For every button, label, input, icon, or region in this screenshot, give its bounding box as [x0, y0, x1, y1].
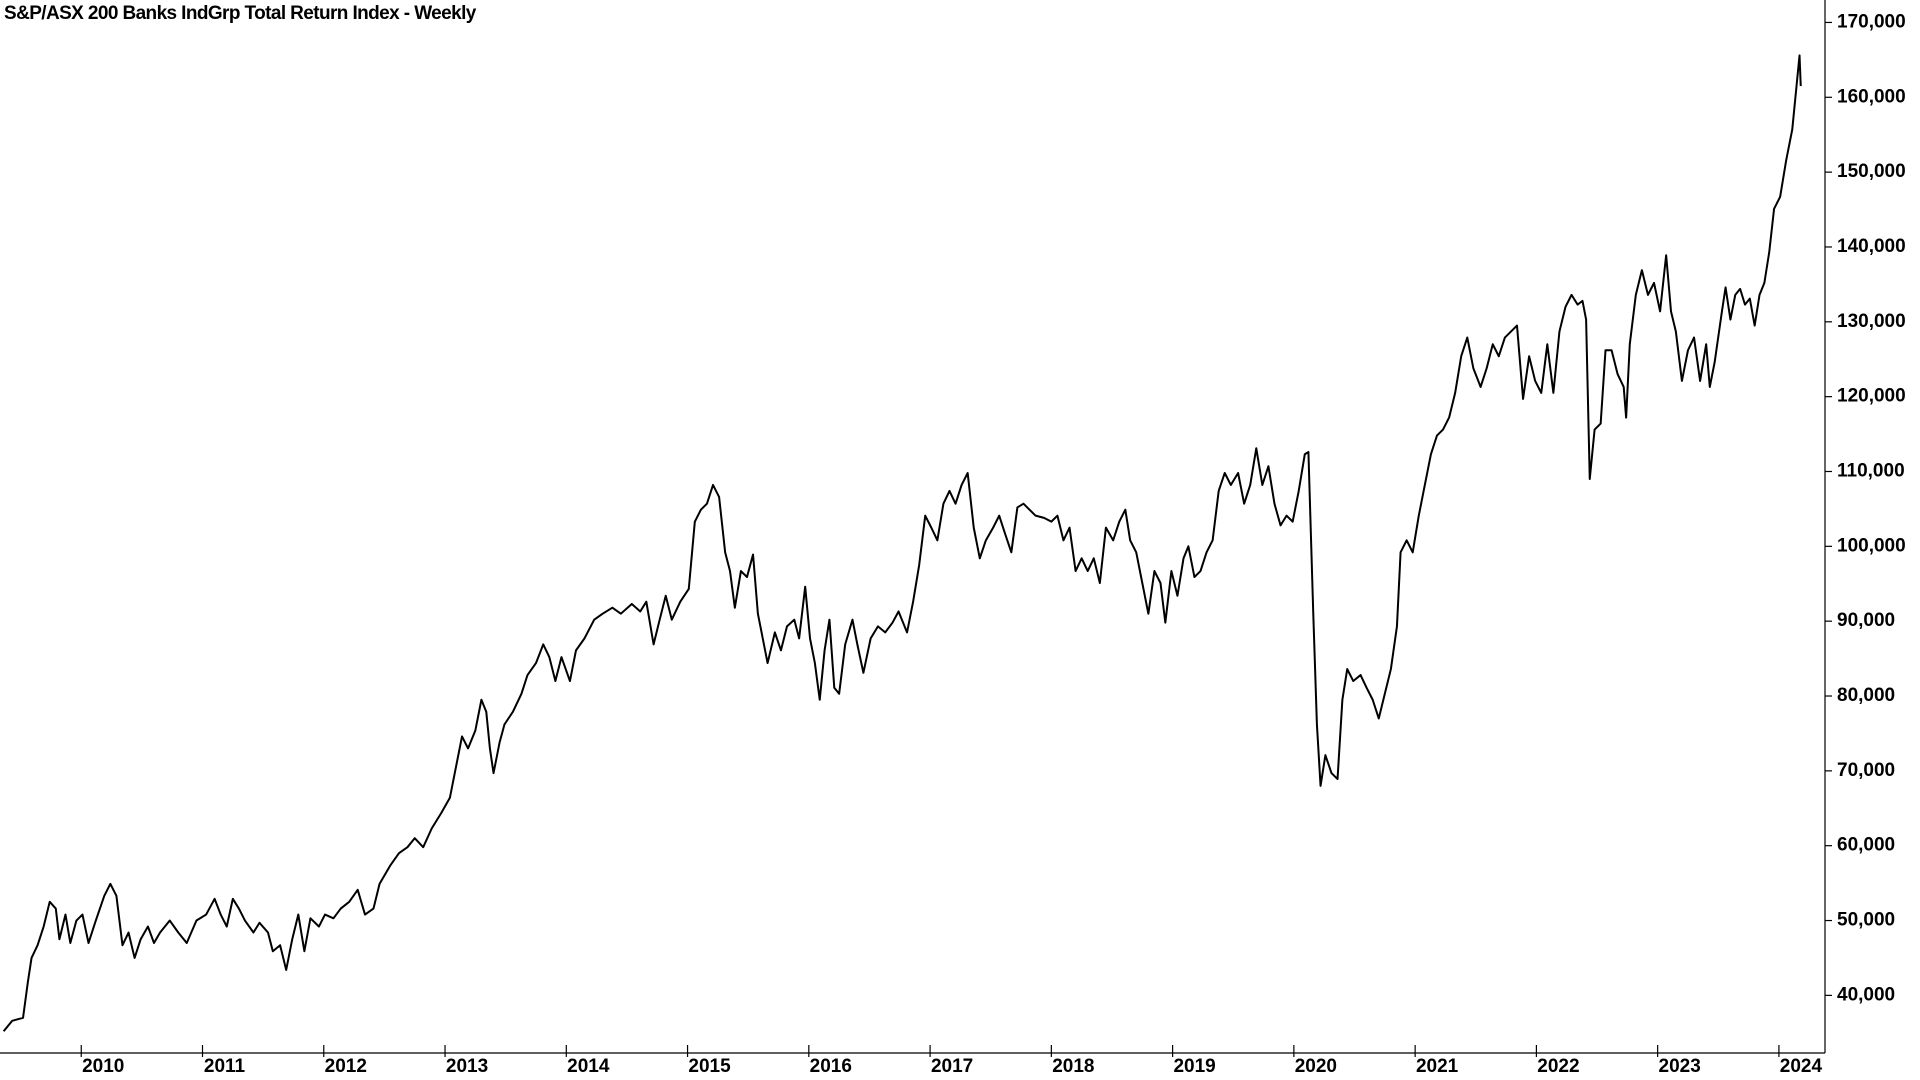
- x-tick-label: 2023: [1659, 1056, 1701, 1077]
- y-tick-label: 150,000: [1837, 161, 1906, 182]
- x-tick-label: 2020: [1295, 1056, 1337, 1077]
- y-tick-label: 80,000: [1837, 685, 1895, 706]
- x-tick-label: 2015: [688, 1056, 731, 1077]
- y-tick-label: 50,000: [1837, 910, 1895, 931]
- y-tick-label: 130,000: [1837, 311, 1906, 332]
- y-tick-label: 110,000: [1837, 461, 1905, 482]
- x-tick-label: 2024: [1780, 1056, 1823, 1077]
- x-tick-label: 2012: [325, 1056, 367, 1077]
- y-tick-label: 170,000: [1837, 11, 1906, 32]
- x-tick-label: 2021: [1416, 1056, 1459, 1077]
- y-tick-label: 40,000: [1837, 984, 1895, 1005]
- y-tick-label: 90,000: [1837, 610, 1895, 631]
- y-tick-label: 100,000: [1837, 535, 1906, 556]
- y-tick-label: 70,000: [1837, 760, 1895, 781]
- x-tick-label: 2014: [567, 1056, 610, 1077]
- x-tick-label: 2022: [1537, 1056, 1579, 1077]
- x-tick-label: 2019: [1173, 1056, 1215, 1077]
- x-tick-label: 2010: [82, 1056, 124, 1077]
- x-tick-label: 2011: [204, 1056, 246, 1077]
- y-tick-label: 160,000: [1837, 86, 1906, 107]
- price-line: [2, 54, 1802, 1032]
- y-tick-label: 140,000: [1837, 236, 1906, 257]
- y-tick-label: 120,000: [1837, 386, 1906, 407]
- x-tick-label: 2013: [446, 1056, 488, 1077]
- x-tick-label: 2017: [931, 1056, 973, 1077]
- chart-title: S&P/ASX 200 Banks IndGrp Total Return In…: [4, 3, 477, 24]
- x-tick-label: 2018: [1052, 1056, 1094, 1077]
- y-tick-label: 60,000: [1837, 835, 1895, 856]
- x-tick-label: 2016: [810, 1056, 852, 1077]
